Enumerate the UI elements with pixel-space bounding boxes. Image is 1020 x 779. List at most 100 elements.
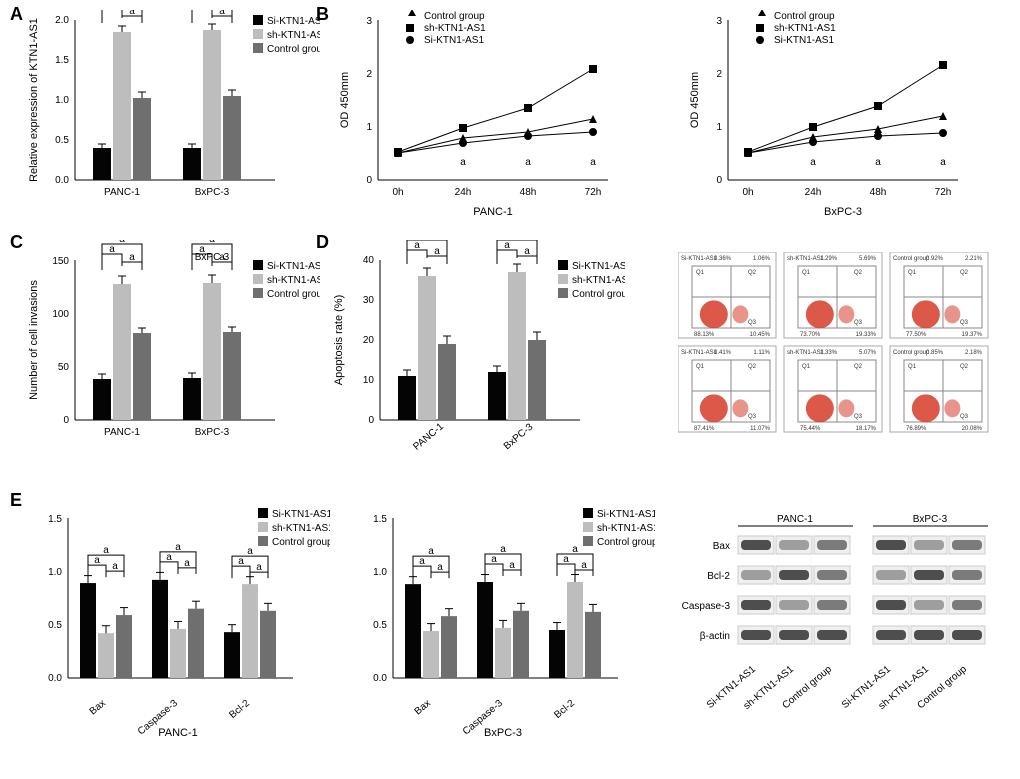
panelA-group-bxpc3: a a a BxPC-3 xyxy=(183,10,241,198)
svg-text:Control group: Control group xyxy=(272,537,330,548)
svg-text:a: a xyxy=(256,562,262,573)
svg-text:sh-KTN1-AS1: sh-KTN1-AS1 xyxy=(267,275,320,286)
svg-text:a: a xyxy=(524,246,530,257)
svg-text:Q2: Q2 xyxy=(854,364,863,370)
svg-text:a: a xyxy=(419,556,425,567)
svg-text:2.21%: 2.21% xyxy=(965,256,983,262)
svg-text:Q1: Q1 xyxy=(908,270,917,276)
svg-text:BxPC-3: BxPC-3 xyxy=(824,206,862,218)
svg-text:88.13%: 88.13% xyxy=(694,332,715,338)
svg-text:Si-KTN1-AS1: Si-KTN1-AS1 xyxy=(272,509,330,520)
svg-text:BxPC-3: BxPC-3 xyxy=(195,187,230,198)
svg-text:0.92%: 0.92% xyxy=(926,256,944,262)
svg-text:0.41%: 0.41% xyxy=(714,350,732,356)
svg-text:Q3: Q3 xyxy=(748,414,757,420)
svg-text:a: a xyxy=(209,240,215,245)
svg-text:Q2: Q2 xyxy=(748,270,757,276)
panelC-chart: 0 50 100 150 Number of cell invasions a … xyxy=(20,240,320,470)
svg-text:a: a xyxy=(424,240,430,241)
svg-text:a: a xyxy=(129,10,135,17)
svg-text:a: a xyxy=(940,157,946,168)
svg-text:19.33%: 19.33% xyxy=(856,332,877,338)
svg-text:a: a xyxy=(109,244,115,255)
svg-text:Bax: Bax xyxy=(413,698,433,718)
svg-text:Q2: Q2 xyxy=(960,270,969,276)
svg-text:Si-KTN1-AS1: Si-KTN1-AS1 xyxy=(424,35,484,46)
svg-text:a: a xyxy=(563,554,569,565)
svg-text:1.5: 1.5 xyxy=(373,514,387,525)
svg-text:30: 30 xyxy=(363,295,375,306)
svg-text:Control group: Control group xyxy=(424,11,485,22)
svg-text:Bax: Bax xyxy=(88,698,108,718)
svg-text:a: a xyxy=(238,556,244,567)
svg-text:Si-KTN1-AS1: Si-KTN1-AS1 xyxy=(681,256,718,262)
svg-text:0.5: 0.5 xyxy=(48,620,62,631)
svg-text:Si-KTN1-AS1: Si-KTN1-AS1 xyxy=(572,261,625,272)
svg-text:a: a xyxy=(504,240,510,251)
svg-text:11.07%: 11.07% xyxy=(750,426,771,432)
svg-text:3: 3 xyxy=(366,16,372,27)
svg-text:a: a xyxy=(119,240,125,245)
svg-text:48h: 48h xyxy=(870,187,887,198)
svg-text:sh-KTN1-AS1: sh-KTN1-AS1 xyxy=(272,523,330,534)
svg-text:Bax: Bax xyxy=(713,541,730,552)
svg-text:Control group: Control group xyxy=(597,537,655,548)
svg-text:Q3: Q3 xyxy=(748,320,757,326)
svg-text:40: 40 xyxy=(363,255,375,266)
svg-text:Q1: Q1 xyxy=(696,364,705,370)
svg-text:sh-KTN1-AS1: sh-KTN1-AS1 xyxy=(267,30,320,41)
svg-text:a: a xyxy=(103,545,109,556)
svg-text:Control group: Control group xyxy=(893,256,930,262)
svg-text:100: 100 xyxy=(52,309,69,320)
svg-text:1.11%: 1.11% xyxy=(753,350,770,356)
svg-text:24h: 24h xyxy=(455,187,472,198)
svg-text:sh-KTN1-AS1: sh-KTN1-AS1 xyxy=(597,523,655,534)
svg-text:1: 1 xyxy=(716,122,722,133)
svg-text:2.18%: 2.18% xyxy=(965,350,983,356)
svg-text:76.89%: 76.89% xyxy=(906,426,927,432)
svg-text:Q2: Q2 xyxy=(960,364,969,370)
svg-text:a: a xyxy=(572,544,578,555)
svg-text:Si-KTN1-AS1: Si-KTN1-AS1 xyxy=(681,350,718,356)
svg-text:a: a xyxy=(428,546,434,557)
svg-text:Q2: Q2 xyxy=(854,270,863,276)
svg-text:a: a xyxy=(810,157,816,168)
svg-text:Q1: Q1 xyxy=(696,270,705,276)
panelE-blot: PANC-1 BxPC-3 BaxBcl-2Caspase-3β-actinSi… xyxy=(680,510,1000,725)
panelD-flow: Si-KTN1-AS1Q1Q2Q31.06% 88.13%10.45%0.36%… xyxy=(678,252,1008,452)
svg-text:0.36%: 0.36% xyxy=(714,256,732,262)
svg-text:a: a xyxy=(437,562,443,573)
svg-text:a: a xyxy=(875,157,881,168)
panelE-panc1: 0.0 0.5 1.0 1.5 aaaBaxaaaCaspase-3aaaBcl… xyxy=(20,500,330,760)
svg-text:1.0: 1.0 xyxy=(55,95,69,106)
panelA-chart: 0.0 0.5 1.0 1.5 2.0 Relative expression … xyxy=(20,10,320,225)
svg-text:Control group: Control group xyxy=(893,350,930,356)
svg-text:2: 2 xyxy=(716,69,722,80)
svg-text:Control group: Control group xyxy=(774,11,835,22)
svg-text:PANC-1: PANC-1 xyxy=(411,421,446,453)
svg-text:48h: 48h xyxy=(520,187,537,198)
svg-text:a: a xyxy=(175,542,181,553)
svg-text:150: 150 xyxy=(52,256,69,267)
svg-text:Bcl-2: Bcl-2 xyxy=(707,571,730,582)
svg-text:BxPC-3: BxPC-3 xyxy=(195,427,230,438)
svg-text:3: 3 xyxy=(716,16,722,27)
svg-text:Q3: Q3 xyxy=(960,414,969,420)
svg-text:a: a xyxy=(94,555,100,566)
svg-text:a: a xyxy=(219,10,225,17)
svg-text:72h: 72h xyxy=(585,187,602,198)
svg-text:β-actin: β-actin xyxy=(700,631,730,642)
svg-text:a: a xyxy=(247,546,253,557)
svg-text:1.06%: 1.06% xyxy=(753,256,771,262)
svg-text:a: a xyxy=(590,157,596,168)
svg-text:0.0: 0.0 xyxy=(373,673,387,684)
svg-text:24h: 24h xyxy=(805,187,822,198)
panelA-ylabel: Relative expression of KTN1-AS1 xyxy=(28,18,40,182)
svg-text:a: a xyxy=(166,552,172,563)
svg-text:Bcl-2: Bcl-2 xyxy=(552,698,577,721)
svg-text:BxPC-3: BxPC-3 xyxy=(195,252,230,263)
svg-text:BxPC-3: BxPC-3 xyxy=(502,421,536,452)
svg-text:0h: 0h xyxy=(392,187,403,198)
svg-text:1.5: 1.5 xyxy=(55,55,69,66)
svg-text:Q2: Q2 xyxy=(748,364,757,370)
